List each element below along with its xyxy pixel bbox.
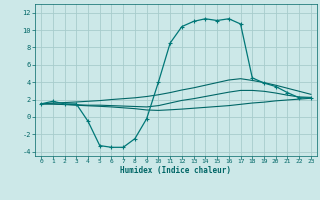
X-axis label: Humidex (Indice chaleur): Humidex (Indice chaleur) xyxy=(121,166,231,175)
